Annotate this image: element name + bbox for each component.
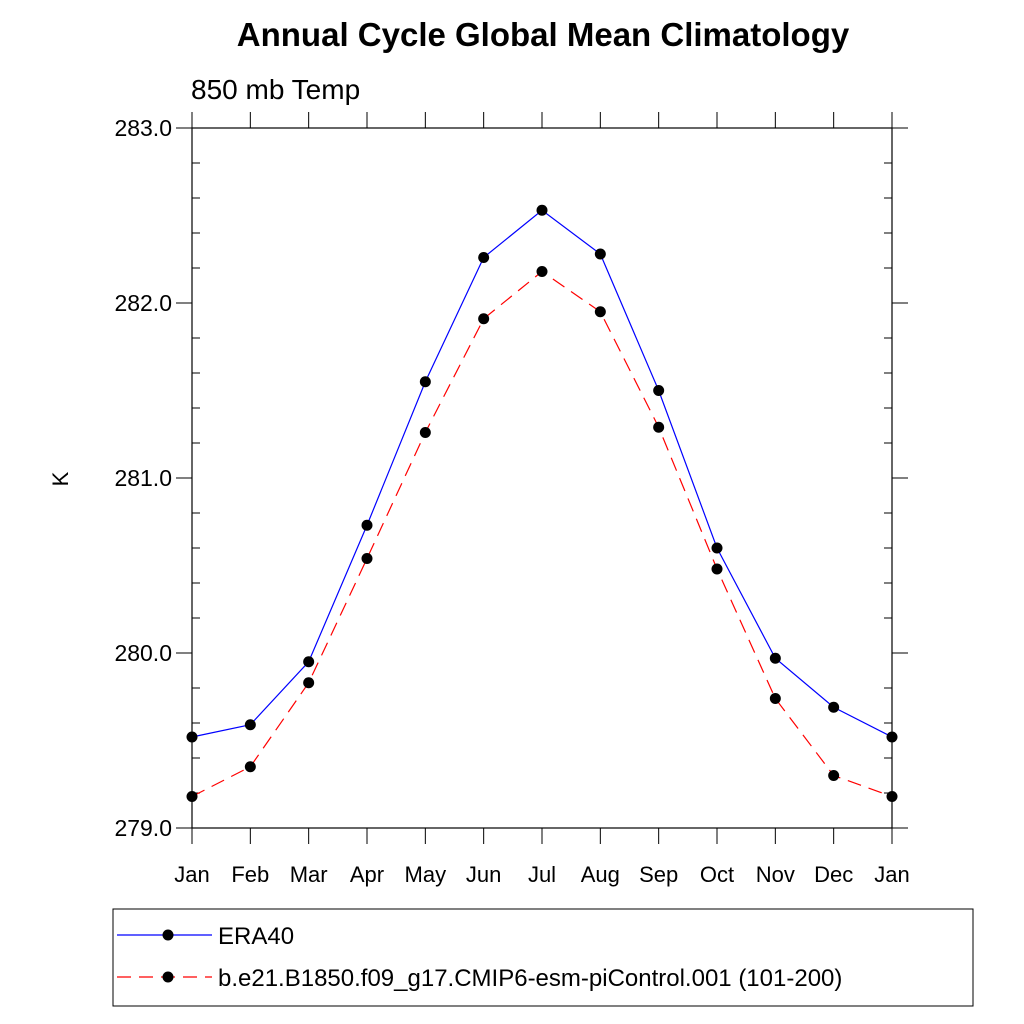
x-tick-label: Aug <box>581 862 620 887</box>
y-tick-label: 280.0 <box>114 640 172 666</box>
x-tick-label: Sep <box>639 862 678 887</box>
y-tick-label: 282.0 <box>114 290 172 316</box>
plot-frame <box>191 127 893 829</box>
data-point <box>536 266 548 277</box>
y-tick-label: 281.0 <box>114 465 172 491</box>
data-point <box>361 553 373 564</box>
x-tick-label: Jul <box>528 862 556 887</box>
data-point <box>244 719 256 731</box>
legend-item: b.e21.B1850.f09_g17.CMIP6-esm-piControl.… <box>117 965 842 992</box>
data-point <box>653 385 665 396</box>
x-tick-labels: Jan Feb Mar Apr May Jun Jul Aug Sep Oct Nov Dec Jan <box>174 862 909 887</box>
series-1 <box>186 204 898 743</box>
legend-item: ERA40 <box>117 923 294 950</box>
data-point <box>769 652 781 664</box>
x-tick-label: May <box>405 862 447 887</box>
data-point <box>536 204 548 216</box>
y-tick-labels: 279.0 280.0 281.0 282.0 283.0 <box>114 115 172 841</box>
x-tick-label: Feb <box>231 862 269 887</box>
data-point <box>478 252 490 263</box>
y-tick-label: 279.0 <box>114 815 172 841</box>
x-tick-label: Jun <box>466 862 501 887</box>
chart-subtitle: 850 mb Temp <box>191 74 360 105</box>
data-point <box>711 563 723 575</box>
data-point <box>769 693 781 704</box>
data-point <box>361 519 373 531</box>
series-2 <box>186 266 898 802</box>
axis-ticks <box>176 112 908 844</box>
legend-marker <box>162 929 174 941</box>
data-point <box>711 542 723 554</box>
chart-title: Annual Cycle Global Mean Climatology <box>237 16 850 53</box>
data-point <box>828 701 840 713</box>
x-tick-label: Jan <box>174 862 209 887</box>
x-tick-label: Nov <box>756 862 795 887</box>
x-tick-label: Dec <box>814 862 853 887</box>
data-point <box>419 376 431 388</box>
series-line <box>191 209 893 738</box>
data-point <box>303 656 315 668</box>
y-tick-label: 283.0 <box>114 115 172 141</box>
data-point <box>419 427 431 438</box>
legend-box <box>112 908 974 1007</box>
data-point <box>594 306 606 318</box>
series-line <box>191 270 893 798</box>
x-tick-label: Oct <box>700 862 734 887</box>
x-tick-label: Mar <box>290 862 328 887</box>
legend-marker <box>162 971 174 983</box>
data-point <box>303 677 315 689</box>
data-point <box>478 313 490 325</box>
data-point <box>886 791 898 802</box>
y-axis-label: K <box>48 471 73 486</box>
legend: ERA40 b.e21.B1850.f09_g17.CMIP6-esm-piCon… <box>117 923 842 992</box>
data-point <box>244 761 256 773</box>
data-point <box>886 731 898 743</box>
x-tick-label: Apr <box>350 862 384 887</box>
series-layer <box>186 204 898 802</box>
data-point <box>186 731 198 743</box>
data-point <box>828 770 840 781</box>
legend-label: ERA40 <box>218 923 294 950</box>
data-point <box>653 421 665 433</box>
legend-label: b.e21.B1850.f09_g17.CMIP6-esm-piControl.… <box>218 965 842 992</box>
data-point <box>594 248 606 260</box>
x-tick-label: Jan <box>874 862 909 887</box>
data-point <box>186 791 198 802</box>
